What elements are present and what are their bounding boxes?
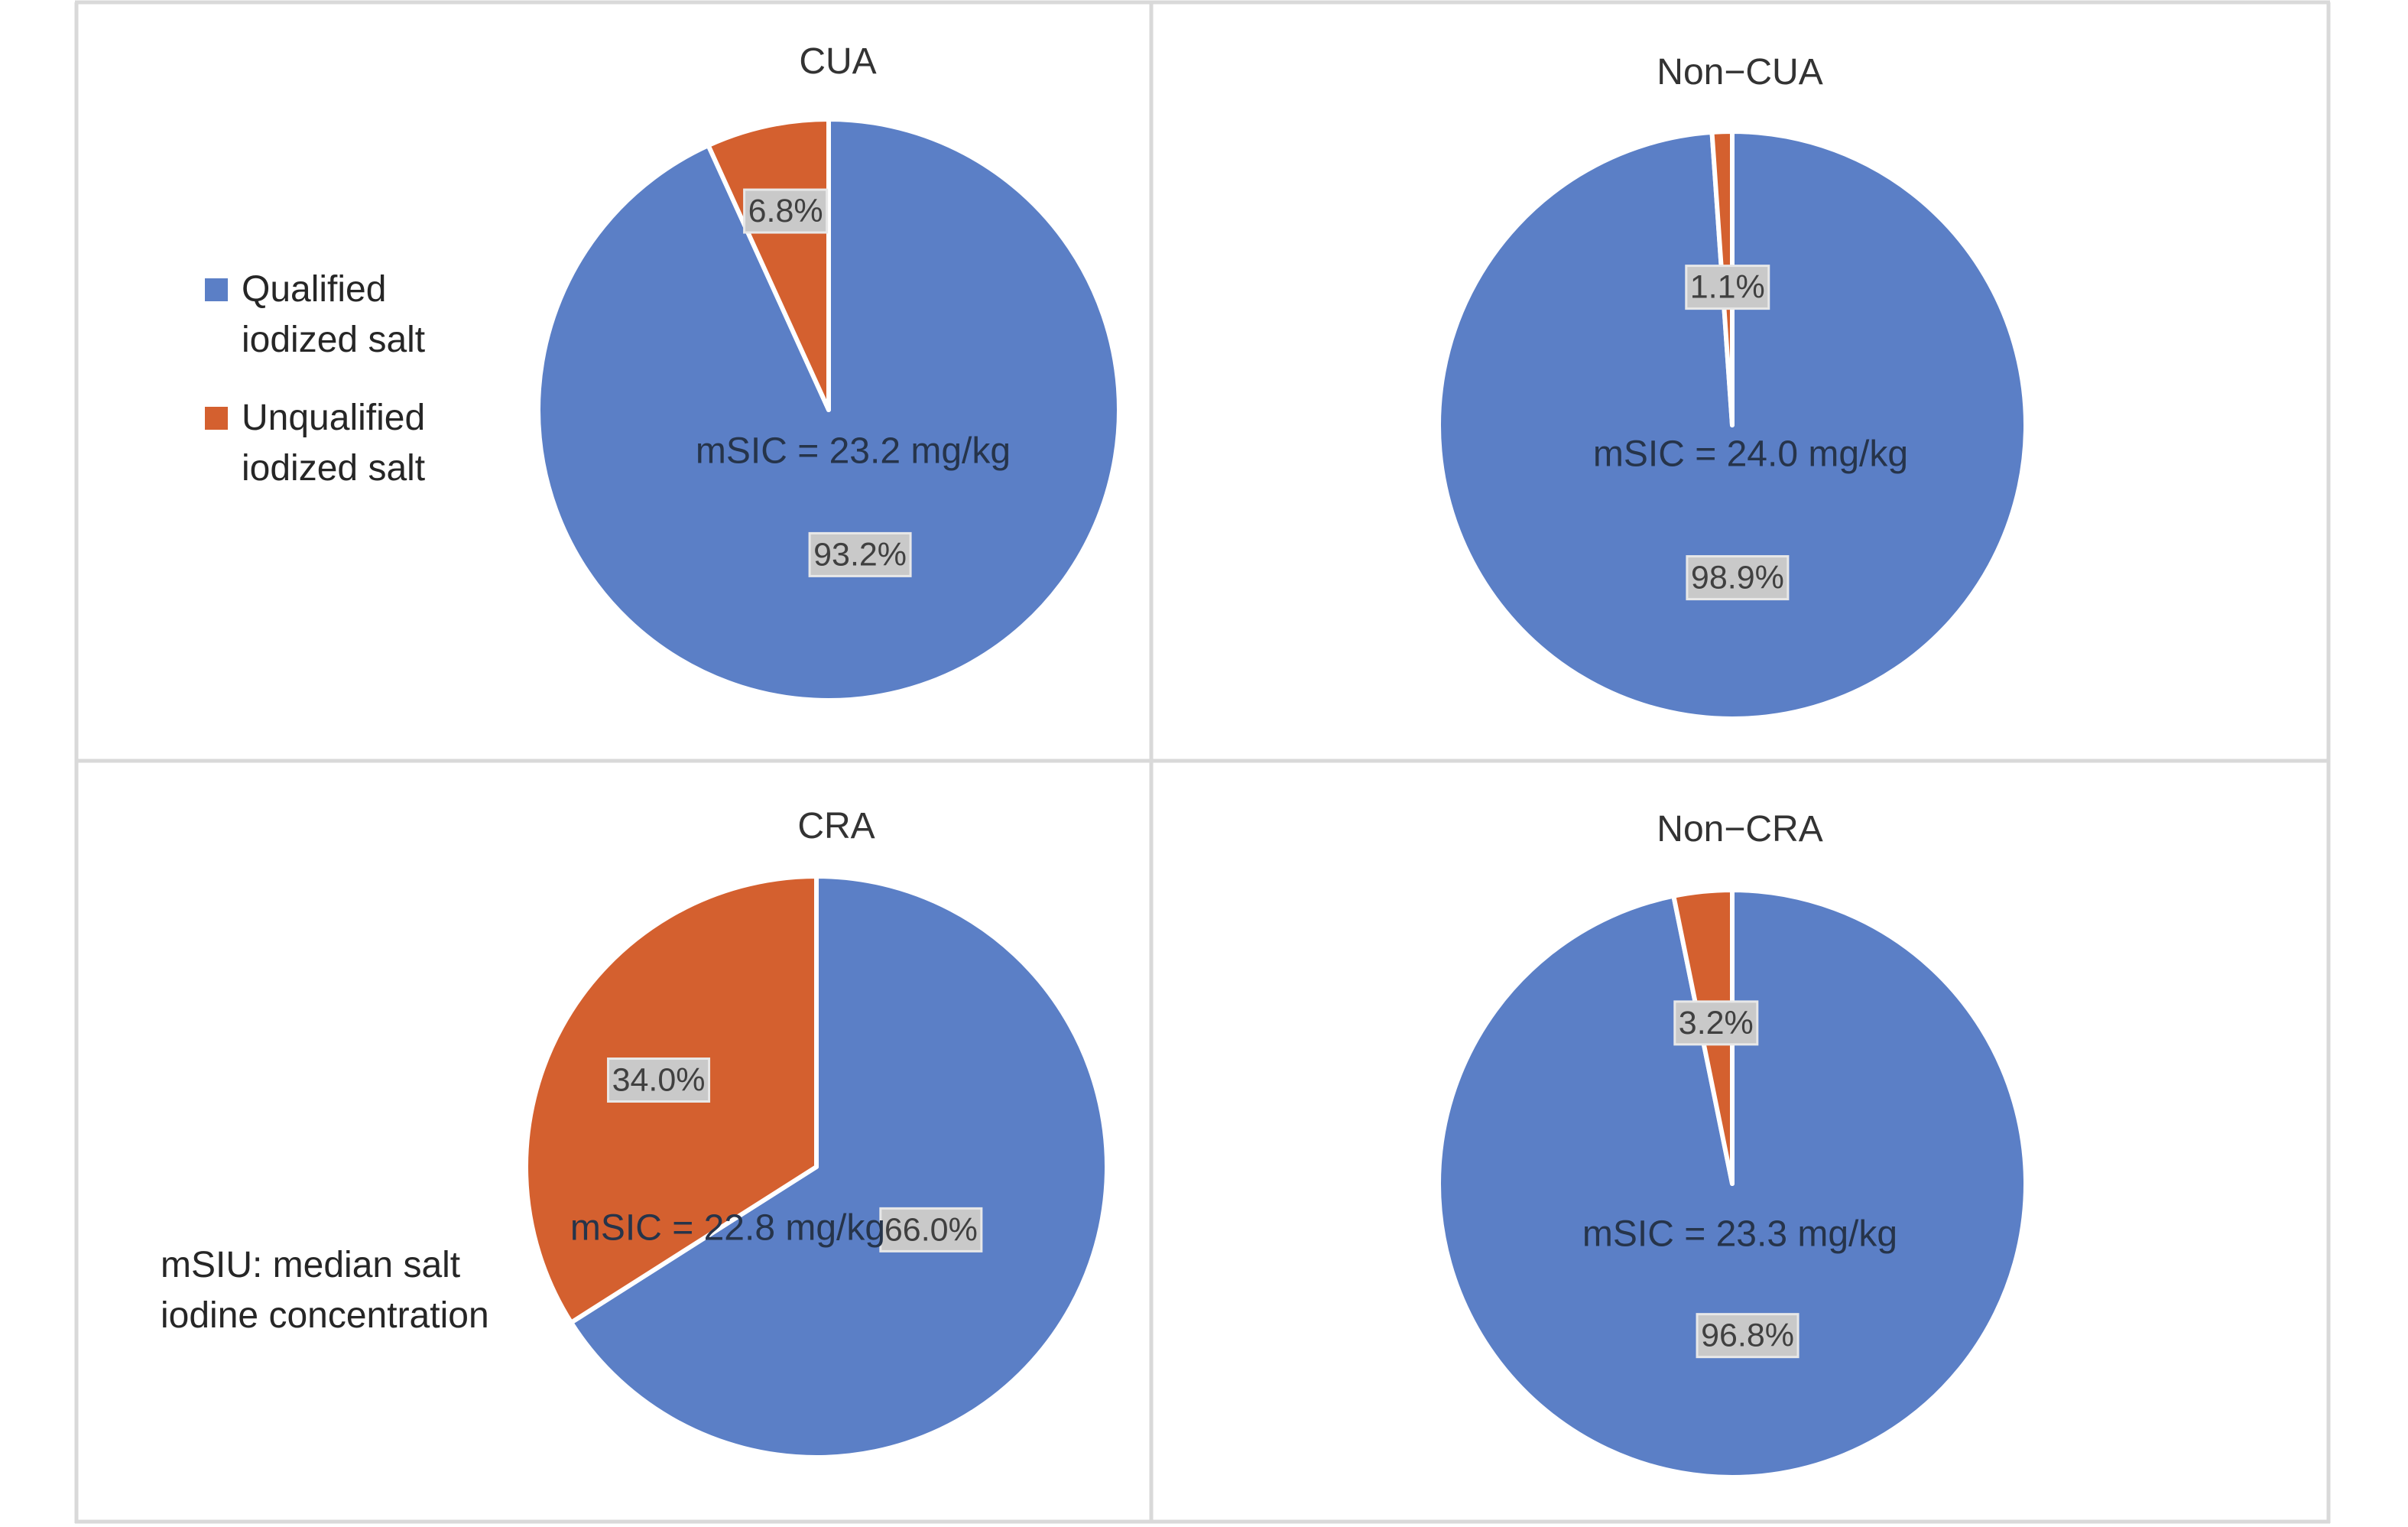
data-label-non-cra-qualified: 96.8% xyxy=(1701,1317,1794,1354)
msic-annotation-cua: mSIC = 23.2 mg/kg xyxy=(696,431,1011,472)
legend-label-unqualified-line1: Unqualified xyxy=(242,398,425,438)
legend-swatch-qualified xyxy=(205,278,228,301)
data-label-box-cra-1 xyxy=(607,1057,711,1103)
pie-chart-non-cua: Non−CUA 98.9% 1.1% mSIC = 24.0 mg/kg xyxy=(1436,52,2028,721)
data-label-cua-qualified: 93.2% xyxy=(813,536,907,573)
data-label-cra-unqualified: 34.0% xyxy=(612,1061,706,1098)
legend-label-qualified-line1: Qualified xyxy=(242,269,386,310)
pie-chart-cra: CRA 66.0% 34.0% mSIC = 22.8 mg/kg xyxy=(524,806,1109,1460)
note-line-2: iodine concentration xyxy=(161,1295,489,1336)
data-label-box-non-cua-0 xyxy=(1686,555,1790,601)
data-label-non-cra-unqualified: 3.2% xyxy=(1679,1005,1754,1041)
msic-annotation-non-cua: mSIC = 24.0 mg/kg xyxy=(1593,434,1908,475)
data-label-cra-qualified: 66.0% xyxy=(884,1211,978,1248)
chart-title-non-cra: Non−CRA xyxy=(1657,809,1822,850)
legend-label-qualified-line2: iodized salt xyxy=(242,320,425,360)
panel-grid xyxy=(74,0,2331,1524)
chart-title-cua: CUA xyxy=(799,41,876,82)
data-label-non-cua-qualified: 98.9% xyxy=(1691,560,1784,596)
data-label-box-non-cua-1 xyxy=(1685,265,1770,310)
pie-chart-non-cra: Non−CRA 96.8% 3.2% mSIC = 23.3 mg/kg xyxy=(1436,809,2029,1480)
msic-annotation-non-cra: mSIC = 23.3 mg/kg xyxy=(1582,1214,1897,1255)
note-line-1: mSIU: median salt xyxy=(161,1245,460,1285)
data-label-non-cua-unqualified: 1.1% xyxy=(1690,269,1765,306)
data-label-box-non-cra-0 xyxy=(1696,1313,1800,1359)
pie-charts: CUA 93.2% 6.8% mSIC = 23.2 mg/kg Non−CUA 98.9… xyxy=(524,41,2029,1480)
legend-swatch-unqualified xyxy=(205,407,228,430)
data-label-cua-unqualified: 6.8% xyxy=(748,193,823,229)
data-label-box-cua-1 xyxy=(743,188,829,234)
data-label-box-cua-0 xyxy=(808,531,912,577)
chart-title-cra: CRA xyxy=(797,806,875,846)
abbreviation-note: mSIU: median salt iodine concentration xyxy=(161,1245,489,1336)
pie-slice-cra-qualified xyxy=(569,874,1109,1460)
pie-chart-cua: CUA 93.2% 6.8% mSIC = 23.2 mg/kg xyxy=(536,41,1121,703)
data-label-box-cra-0 xyxy=(879,1207,983,1252)
legend: Qualified iodized salt Unqualified iodiz… xyxy=(205,269,425,489)
msic-annotation-cra: mSIC = 22.8 mg/kg xyxy=(570,1208,885,1249)
chart-title-non-cua: Non−CUA xyxy=(1657,52,1822,93)
data-label-box-non-cra-1 xyxy=(1673,1000,1759,1046)
legend-label-unqualified-line2: iodized salt xyxy=(242,448,425,489)
